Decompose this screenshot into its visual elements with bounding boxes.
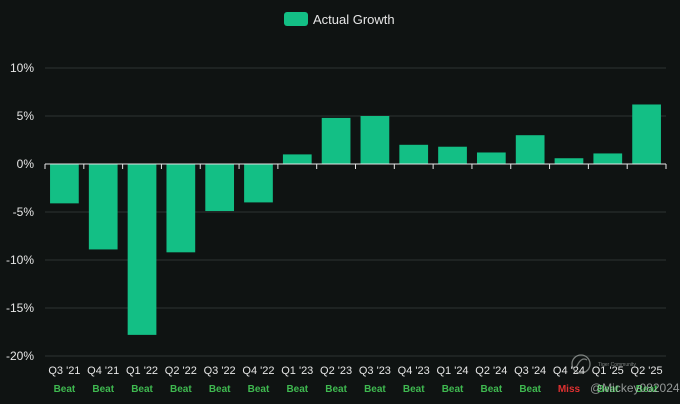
y-tick-label: 10% (10, 61, 34, 75)
bar[interactable] (127, 164, 157, 335)
status-label-beat: Beat (54, 384, 76, 395)
status-label-beat: Beat (364, 384, 386, 395)
y-axis-ticks: 10% 5% 0% -5% -10% -15% -20% (6, 61, 34, 363)
watermark: Tiger Community @Mickey082024 (571, 354, 680, 395)
status-label-beat: Beat (209, 384, 231, 395)
bar[interactable] (632, 104, 661, 164)
bar[interactable] (88, 164, 118, 250)
legend-swatch (284, 12, 308, 26)
watermark-logo-icon (571, 354, 591, 374)
status-label-beat: Beat (481, 384, 503, 395)
x-tick-label: Q1 '24 (436, 365, 468, 377)
bar[interactable] (399, 144, 429, 164)
bar[interactable] (476, 152, 506, 164)
x-tick-label: Q3 '24 (514, 365, 546, 377)
x-tick-label: Q2 '22 (165, 365, 197, 377)
legend[interactable]: Actual Growth (284, 12, 395, 27)
status-label-beat: Beat (92, 384, 114, 395)
status-label-beat: Beat (597, 384, 619, 395)
status-label-beat: Beat (248, 384, 270, 395)
zero-axis (44, 163, 667, 169)
watermark-brand: Tiger Community (598, 362, 636, 368)
watermark-logo-mark (575, 358, 588, 369)
bar[interactable] (244, 164, 273, 203)
y-tick-label: 5% (17, 109, 35, 123)
bar[interactable] (166, 164, 196, 253)
beat-miss-labels: Beat Beat Beat Beat Beat Beat Beat Beat Beat Beat… (54, 384, 659, 395)
x-tick-label: Q3 '21 (48, 365, 80, 377)
x-tick-label: Q4 '21 (87, 365, 119, 377)
bar[interactable] (282, 154, 312, 164)
status-label-beat: Beat (636, 384, 658, 395)
status-label-beat: Beat (286, 384, 308, 395)
y-tick-label: 0% (17, 157, 35, 171)
bar[interactable] (205, 164, 235, 212)
bar[interactable] (321, 117, 351, 164)
x-tick-label: Q2 '24 (475, 365, 507, 377)
x-tick-label: Q1 '25 (592, 365, 624, 377)
x-axis-ticks: Q3 '21 Q4 '21 Q1 '22 Q2 '22 Q3 '22 Q4 '22 Q1 '… (48, 365, 662, 377)
bar-series-actual-growth (50, 104, 661, 335)
status-label-beat: Beat (403, 384, 425, 395)
status-label-beat: Beat (131, 384, 153, 395)
bar[interactable] (515, 135, 545, 164)
status-label-miss: Miss (558, 384, 581, 395)
x-tick-label: Q2 '23 (320, 365, 352, 377)
bar[interactable] (50, 164, 79, 204)
x-tick-label: Q4 '23 (398, 365, 430, 377)
x-tick-label: Q4 '24 (553, 365, 585, 377)
bar[interactable] (360, 116, 390, 164)
legend-label: Actual Growth (313, 12, 395, 27)
watermark-handle: @Mickey082024 (590, 381, 680, 395)
x-tick-label: Q3 '23 (359, 365, 391, 377)
y-tick-label: -20% (6, 349, 34, 363)
status-label-beat: Beat (442, 384, 464, 395)
y-tick-label: -15% (6, 301, 34, 315)
y-tick-label: -5% (13, 205, 35, 219)
status-label-beat: Beat (170, 384, 192, 395)
status-label-beat: Beat (325, 384, 347, 395)
bar[interactable] (438, 146, 467, 164)
x-tick-label: Q3 '22 (204, 365, 236, 377)
x-tick-label: Q4 '22 (242, 365, 274, 377)
bar[interactable] (554, 158, 584, 164)
x-tick-label: Q1 '22 (126, 365, 158, 377)
y-tick-label: -10% (6, 253, 34, 267)
bar[interactable] (593, 153, 623, 164)
x-tick-label: Q1 '23 (281, 365, 313, 377)
status-label-beat: Beat (519, 384, 541, 395)
x-tick-label: Q2 '25 (631, 365, 663, 377)
